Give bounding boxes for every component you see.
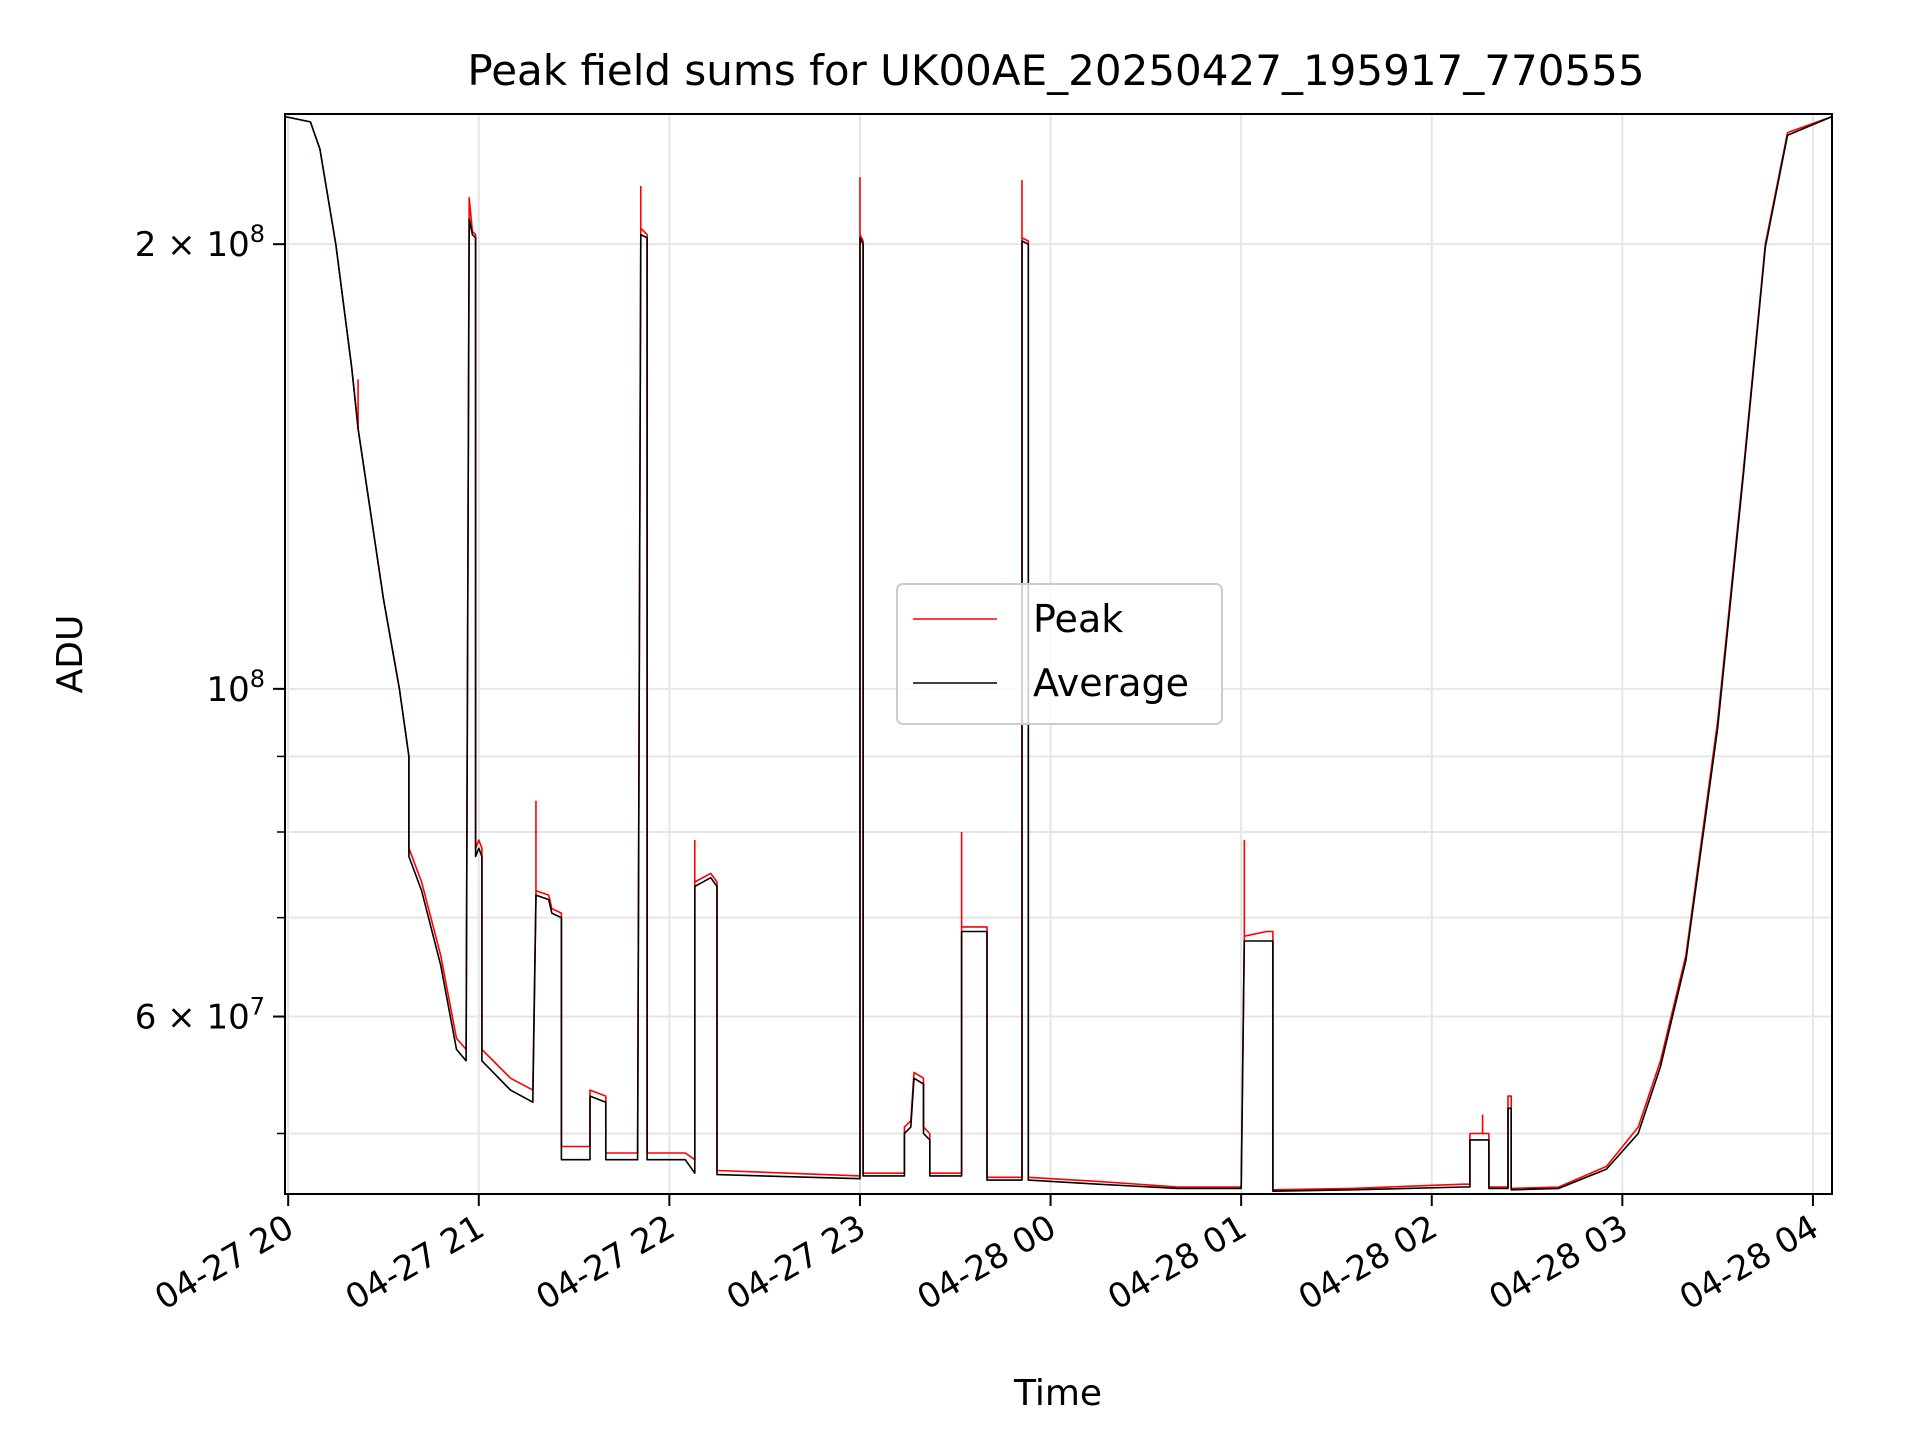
y-tick-label: 108 — [206, 665, 265, 710]
legend-label-peak: Peak — [1033, 597, 1123, 641]
legend: Peak Average — [896, 583, 1223, 725]
series-line-average — [285, 115, 1832, 1192]
series-layer — [285, 115, 1832, 1192]
legend-label-average: Average — [1033, 661, 1189, 705]
chart-title: Peak field sums for UK00AE_20250427_1959… — [467, 46, 1644, 95]
y-tick-label: 2 × 108 — [135, 220, 265, 265]
y-axis-label: ADU — [50, 615, 91, 694]
x-axis-label: Time — [1013, 1373, 1102, 1414]
y-tick-label: 6 × 107 — [135, 993, 265, 1038]
plot-frame — [284, 113, 1833, 1195]
y-axis: 2 × 108 108 6 × 107 — [135, 220, 285, 1135]
